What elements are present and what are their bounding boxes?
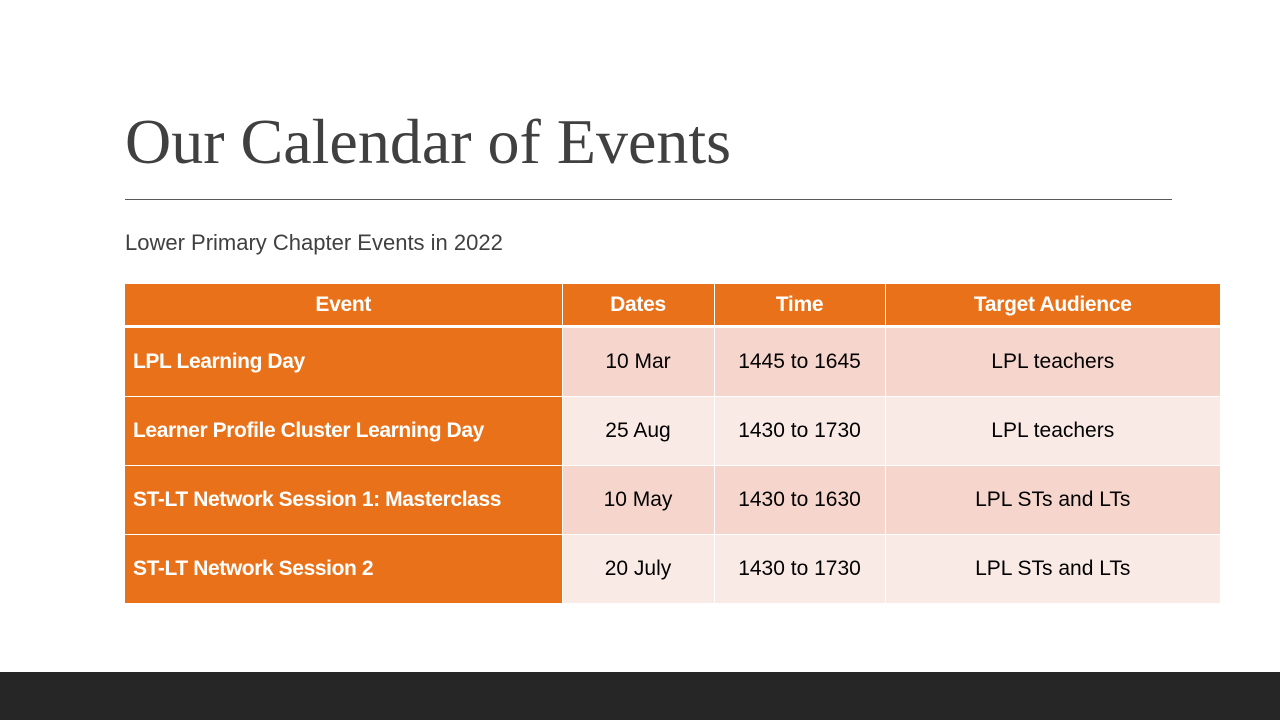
- audience-cell: LPL STs and LTs: [885, 534, 1220, 604]
- dates-cell: 10 May: [562, 465, 715, 535]
- slide-subtitle: Lower Primary Chapter Events in 2022: [125, 230, 503, 255]
- audience-cell: LPL teachers: [885, 396, 1220, 466]
- event-name-cell: Learner Profile Cluster Learning Day: [125, 396, 563, 466]
- audience-cell: LPL STs and LTs: [885, 465, 1220, 535]
- table-row: ST-LT Network Session 2 20 July 1430 to …: [125, 534, 1220, 604]
- time-cell: 1430 to 1630: [714, 465, 886, 535]
- table-header-row: Event Dates Time Target Audience: [125, 284, 1220, 328]
- dates-cell: 25 Aug: [562, 396, 715, 466]
- slide-title: Our Calendar of Events: [125, 106, 732, 177]
- time-cell: 1445 to 1645: [714, 326, 886, 397]
- time-cell: 1430 to 1730: [714, 534, 886, 604]
- dates-cell: 10 Mar: [562, 326, 715, 397]
- event-name-cell: LPL Learning Day: [125, 326, 563, 397]
- title-divider: [125, 199, 1172, 200]
- header-event: Event: [125, 284, 563, 328]
- event-name-cell: ST-LT Network Session 2: [125, 534, 563, 604]
- events-table: Event Dates Time Target Audience LPL Lea…: [125, 284, 1220, 604]
- footer-bar: [0, 672, 1280, 720]
- table-row: LPL Learning Day 10 Mar 1445 to 1645 LPL…: [125, 326, 1220, 397]
- table-row: ST-LT Network Session 1: Masterclass 10 …: [125, 465, 1220, 535]
- audience-cell: LPL teachers: [885, 326, 1220, 397]
- table-row: Learner Profile Cluster Learning Day 25 …: [125, 396, 1220, 466]
- time-cell: 1430 to 1730: [714, 396, 886, 466]
- header-target-audience: Target Audience: [885, 284, 1220, 328]
- event-name-cell: ST-LT Network Session 1: Masterclass: [125, 465, 563, 535]
- dates-cell: 20 July: [562, 534, 715, 604]
- header-dates: Dates: [562, 284, 715, 328]
- header-time: Time: [714, 284, 886, 328]
